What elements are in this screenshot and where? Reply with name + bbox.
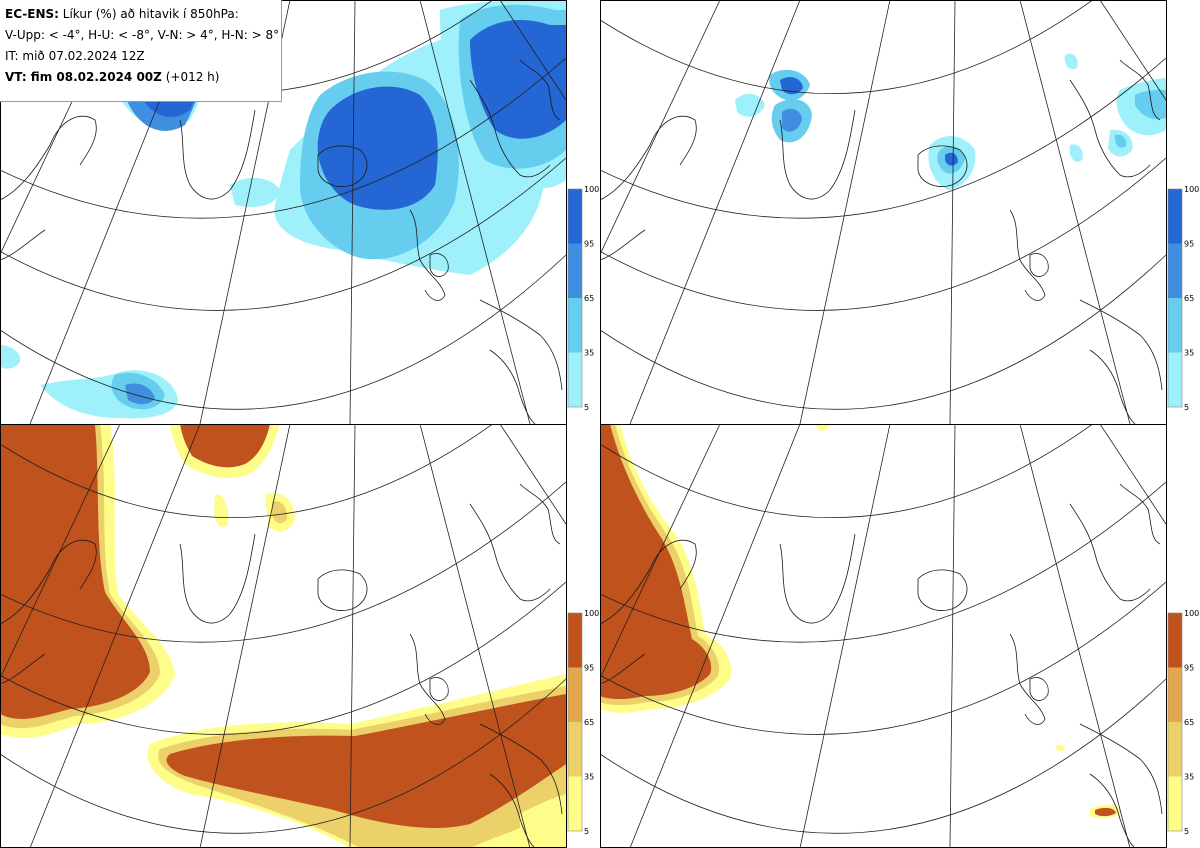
colorbar-tick-label: 35 — [1184, 349, 1194, 358]
colorbar-tick-label: 100 — [584, 185, 599, 194]
colorbar-tick-label: 35 — [584, 349, 594, 358]
colorbar-segment — [1168, 776, 1182, 831]
colorbar-segment — [1168, 298, 1182, 353]
coastlines — [0, 59, 563, 424]
coastlines — [600, 59, 1163, 424]
colorbar-tick-label: 65 — [1184, 718, 1194, 727]
colorbar-segment — [568, 722, 582, 777]
model-name: EC-ENS: — [5, 7, 59, 21]
colorbar-outline — [567, 612, 583, 832]
colorbar-segment — [1168, 189, 1182, 244]
colorbar-segment — [1168, 722, 1182, 777]
colorbar-tick-label: 65 — [1184, 294, 1194, 303]
colorbar-segment — [568, 776, 582, 831]
colorbar-outline — [1167, 612, 1183, 832]
colorbar-cold-left: 100 95 65 35 5 — [567, 185, 600, 412]
colorbar-segment — [568, 613, 582, 668]
probability-map — [0, 424, 566, 848]
colorbar-cold-right: 100 95 65 35 5 — [1167, 185, 1200, 412]
colorbar-outline — [567, 188, 583, 408]
colorbar-tick-label: 65 — [584, 294, 594, 303]
colorbar-segment — [568, 189, 582, 244]
colorbar-segment — [568, 243, 582, 298]
graticule — [600, 424, 1166, 848]
map-panel-v-n — [0, 424, 566, 848]
info-title-line: EC-ENS: Líkur (%) að hitavik í 850hPa: — [5, 4, 281, 25]
probability-shading — [735, 53, 1166, 190]
colorbar-tick-label: 5 — [1184, 403, 1189, 412]
colorbar-segment — [1168, 243, 1182, 298]
colorbar-segment — [568, 667, 582, 722]
probability-map — [600, 424, 1166, 848]
info-init-time: IT: mið 07.02.2024 12Z — [5, 49, 145, 63]
colorbar-tick-label: 95 — [584, 664, 594, 673]
colorbar-tick-label: 100 — [1184, 185, 1199, 194]
colorbar-tick-label: 35 — [1184, 773, 1194, 782]
colorbar-tick-label: 65 — [584, 718, 594, 727]
graticule — [0, 424, 566, 848]
colorbar-tick-label: 5 — [584, 403, 589, 412]
colorbar-segment — [1168, 613, 1182, 668]
colorbar-warm-left: 100 95 65 35 5 — [567, 609, 600, 836]
info-valid-line: VT: fim 08.02.2024 00Z (+012 h) — [5, 67, 281, 88]
coastlines — [600, 483, 1163, 848]
map-title: Líkur (%) að hitavik í 850hPa: — [62, 7, 239, 21]
info-thresholds: V-Upp: < -4°, H-U: < -8°, V-N: > 4°, H-N… — [5, 28, 280, 42]
colorbar-tick-label: 95 — [1184, 240, 1194, 249]
graticule — [600, 0, 1166, 424]
map-panel-h-n — [600, 424, 1166, 848]
colorbar-segment — [568, 298, 582, 353]
map-panel-h-u — [600, 0, 1166, 424]
colorbar-tick-label: 95 — [584, 240, 594, 249]
colorbar-tick-label: 5 — [1184, 827, 1189, 836]
probability-map — [600, 0, 1166, 424]
colorbar-segment — [568, 352, 582, 407]
colorbar-tick-label: 35 — [584, 773, 594, 782]
colorbar-outline — [1167, 188, 1183, 408]
colorbar-tick-label: 95 — [1184, 664, 1194, 673]
colorbar-tick-label: 5 — [584, 827, 589, 836]
colorbar-warm-right: 100 95 65 35 5 — [1167, 609, 1200, 836]
colorbar-segment — [1168, 667, 1182, 722]
valid-time: VT: fim 08.02.2024 00Z — [5, 70, 162, 84]
colorbar-tick-label: 100 — [584, 609, 599, 618]
lead-time: (+012 h) — [165, 70, 220, 84]
probability-shading — [600, 424, 1122, 819]
map-info-box: EC-ENS: Líkur (%) að hitavik í 850hPa: V… — [0, 0, 282, 102]
probability-shading — [0, 424, 566, 848]
colorbar-tick-label: 100 — [1184, 609, 1199, 618]
coastlines — [0, 483, 563, 848]
colorbar-segment — [1168, 352, 1182, 407]
